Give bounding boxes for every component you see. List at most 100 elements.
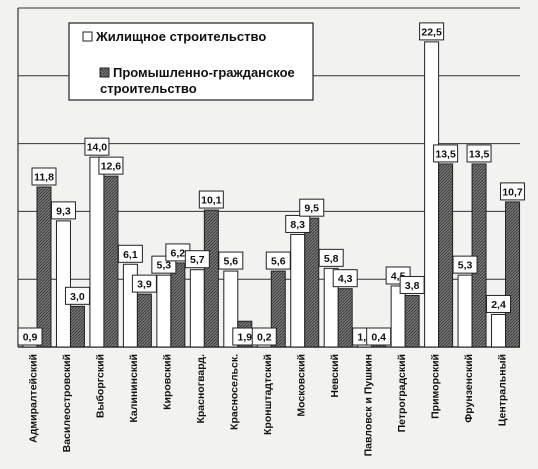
bar-industrial: [438, 163, 454, 348]
category-labels-group: Адмиралтейский Василеостровский Выборгский…: [28, 354, 509, 457]
bar-housing: [290, 233, 306, 348]
data-label-industrial-text: 9,5: [304, 203, 319, 215]
data-labels-group: 0,9 11,8 9,3 3,0 14,0 12,6 6,1 3,9 5,3 6,2 5,7 10,1…: [17, 22, 526, 346]
category-label: Приморский: [429, 354, 441, 419]
bar-industrial: [304, 217, 320, 348]
data-label-industrial-box: [366, 327, 392, 346]
data-label-housing-text: 22,5: [421, 26, 442, 38]
data-label-industrial-text: 10,7: [502, 186, 523, 198]
data-label-industrial: 10,1: [198, 190, 224, 209]
category-label: Павловск и Пушкин: [362, 354, 374, 456]
data-label-housing: 5,6: [218, 251, 244, 270]
data-label-industrial: 13,5: [433, 144, 459, 163]
data-label-industrial: 13,5: [466, 144, 492, 163]
data-label-industrial: 4,3: [332, 269, 358, 288]
data-label-housing: 14,0: [84, 137, 110, 156]
category-label: Кронштадтский: [262, 354, 274, 435]
bar-industrial: [404, 294, 420, 348]
bar-industrial: [170, 262, 186, 348]
bar-housing: [491, 313, 507, 348]
data-label-housing: 2,4: [486, 294, 512, 313]
data-label-housing-box: [486, 294, 512, 313]
bar-industrial: [103, 175, 119, 348]
category-label: Фрунзенский: [463, 354, 475, 423]
category-label: Красногвард.: [195, 354, 207, 424]
legend: Жилищное строительство Промышленно-гражд…: [68, 22, 314, 101]
bar-industrial: [505, 201, 521, 348]
data-label-industrial: 3,9: [131, 274, 157, 293]
data-label-housing-box: [17, 327, 43, 346]
bars-group: [22, 41, 521, 348]
data-label-industrial-text: 0,4: [371, 332, 386, 344]
data-label-industrial-box: [265, 251, 291, 270]
data-label-industrial: 10,7: [500, 182, 526, 201]
data-label-housing-box: [117, 244, 143, 263]
data-label-industrial-text: 13,5: [435, 148, 456, 160]
data-label-housing-text: 5,6: [223, 256, 238, 268]
data-label-industrial-text: 4,3: [338, 273, 353, 285]
data-label-industrial-text: 11,8: [34, 171, 54, 183]
bar-industrial: [36, 186, 52, 348]
category-label: Московский: [295, 354, 307, 417]
data-label-housing: 0,9: [17, 327, 43, 346]
data-label-housing-text: 5,7: [190, 254, 205, 266]
bar-industrial: [471, 163, 487, 348]
data-label-industrial: 3,0: [64, 286, 90, 305]
data-label-industrial: 0,4: [366, 327, 392, 346]
data-label-industrial-box: [399, 275, 425, 294]
data-label-industrial-text: 12,6: [101, 161, 122, 173]
data-label-industrial-box: [466, 144, 492, 163]
data-label-housing-text: 0,9: [23, 332, 38, 344]
data-label-housing-text: 9,3: [56, 205, 71, 217]
data-label-industrial-text: 10,1: [201, 195, 222, 207]
data-label-housing-text: 5,8: [324, 253, 339, 265]
data-label-industrial-text: 3,9: [137, 279, 152, 291]
data-label-industrial-box: [131, 274, 157, 293]
legend-box: [68, 22, 314, 101]
bar-industrial: [203, 209, 219, 348]
legend-swatch-industrial: [99, 67, 110, 78]
data-label-housing-box: [50, 201, 76, 220]
data-label-housing-box: [251, 327, 277, 346]
category-label: Василеостровский: [61, 354, 73, 452]
data-label-industrial: 11,8: [31, 167, 57, 186]
data-label-industrial-text: 6,2: [171, 247, 186, 259]
data-label-industrial-text: 3,8: [405, 280, 420, 292]
legend-swatch-housing: [82, 31, 93, 42]
data-label-housing: 22,5: [419, 22, 445, 41]
bar-housing: [156, 274, 172, 348]
category-label: Невский: [329, 354, 341, 398]
data-label-industrial: 5,6: [265, 251, 291, 270]
data-label-housing-box: [318, 248, 344, 267]
data-label-industrial-box: [299, 198, 325, 217]
data-label-housing: 5,3: [452, 255, 478, 274]
legend-label-housing: Жилищное строительство: [95, 29, 266, 44]
data-label-housing-text: 5,3: [458, 260, 473, 272]
bar-housing: [89, 156, 105, 348]
category-label: Выборгский: [95, 354, 107, 418]
bar-housing: [55, 220, 71, 348]
data-label-housing-box: [184, 250, 210, 269]
category-label: Кировский: [162, 354, 174, 410]
category-label: Центральный: [496, 354, 508, 426]
data-label-housing: 0,2: [251, 327, 277, 346]
data-label-industrial: 3,8: [399, 275, 425, 294]
category-label: Калининский: [128, 354, 140, 423]
data-label-industrial-box: [500, 182, 526, 201]
data-label-industrial-box: [64, 286, 90, 305]
data-label-housing-text: 2,4: [491, 299, 506, 311]
bar-industrial: [337, 288, 353, 348]
bar-industrial: [136, 293, 152, 348]
data-label-housing-box: [452, 255, 478, 274]
category-label: Петроградский: [396, 354, 408, 432]
data-label-industrial-text: 5,6: [271, 256, 286, 268]
data-label-industrial-box: [31, 167, 57, 186]
data-label-housing: 9,3: [50, 201, 76, 220]
data-label-housing-box: [84, 137, 110, 156]
data-label-industrial-box: [198, 190, 224, 209]
data-label-housing: 6,1: [117, 244, 143, 263]
data-label-industrial: 12,6: [98, 156, 124, 175]
data-label-housing: 8,3: [285, 214, 311, 233]
bar-industrial: [69, 305, 85, 348]
